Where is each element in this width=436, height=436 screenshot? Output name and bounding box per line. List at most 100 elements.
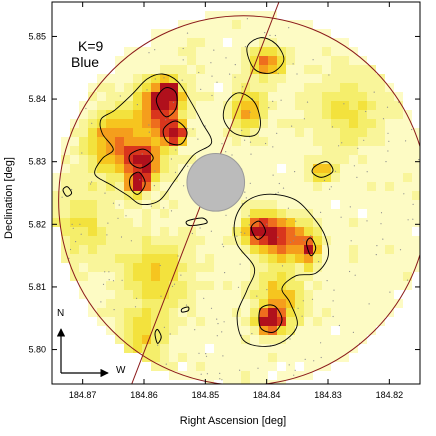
heatmap-cell [322, 272, 331, 281]
heatmap-cell [223, 146, 232, 155]
heatmap-cell [115, 281, 124, 290]
heatmap-cell [250, 128, 259, 137]
heatmap-cell [160, 182, 169, 191]
heatmap-cell [250, 137, 259, 146]
heatmap-cell [196, 254, 205, 263]
galaxy-point [310, 235, 312, 237]
heatmap-cell [250, 335, 259, 344]
galaxy-point [311, 298, 314, 300]
heatmap-cell [223, 74, 232, 83]
galaxy-point [385, 161, 387, 163]
galaxy-point [186, 32, 189, 34]
heatmap-cell [187, 254, 196, 263]
heatmap-cell [214, 236, 223, 245]
heatmap-cell [241, 128, 250, 137]
panel-label-line-1: K=9 [78, 38, 104, 54]
heatmap-cell [358, 119, 367, 128]
galaxy-point [403, 193, 405, 195]
heatmap-cell [232, 290, 241, 299]
heatmap-cell [133, 344, 142, 353]
heatmap-cell [160, 281, 169, 290]
heatmap-cell [331, 128, 340, 137]
heatmap-cell [79, 227, 88, 236]
heatmap-cell [268, 110, 277, 119]
heatmap-cell [268, 11, 277, 20]
heatmap-cell [376, 182, 385, 191]
galaxy-point [338, 324, 340, 327]
galaxy-point [387, 132, 389, 134]
heatmap-cell [214, 218, 223, 227]
heatmap-cell [331, 119, 340, 128]
heatmap-cell [142, 101, 151, 110]
heatmap-cell [277, 38, 286, 47]
heatmap-cell [79, 281, 88, 290]
heatmap-cell [403, 128, 412, 137]
heatmap-cell [160, 236, 169, 245]
heatmap-cell [106, 92, 115, 101]
heatmap-cell [259, 29, 268, 38]
heatmap-cell [133, 74, 142, 83]
heatmap-cell [169, 371, 178, 380]
heatmap-cell [160, 137, 169, 146]
heatmap-cell [250, 344, 259, 353]
heatmap-cell [223, 380, 232, 384]
heatmap-cell [403, 164, 412, 173]
heatmap-cell [313, 362, 322, 371]
heatmap-cell [277, 263, 286, 272]
heatmap-cell [124, 164, 133, 173]
galaxy-point [320, 356, 322, 359]
heatmap-cell [187, 110, 196, 119]
heatmap-cell [376, 290, 385, 299]
heatmap-cell [340, 164, 349, 173]
heatmap-cell [178, 56, 187, 65]
heatmap-cell [142, 335, 151, 344]
heatmap-cell [241, 380, 250, 384]
galaxy-point [340, 216, 342, 218]
heatmap-cell [160, 164, 169, 173]
heatmap-cell [385, 236, 394, 245]
heatmap-cell [115, 290, 124, 299]
heatmap-cell [196, 362, 205, 371]
y-tick-label: 5.81 [28, 282, 46, 292]
heatmap-cell [340, 353, 349, 362]
heatmap-cell [223, 218, 232, 227]
heatmap-cell [223, 281, 232, 290]
heatmap-cell [169, 137, 178, 146]
galaxy-point [216, 335, 218, 337]
heatmap-cell [232, 65, 241, 74]
heatmap-cell [88, 155, 97, 164]
galaxy-point [150, 205, 152, 207]
heatmap-cell [241, 137, 250, 146]
heatmap-cell [277, 272, 286, 281]
heatmap-cell [106, 101, 115, 110]
heatmap-cell [367, 164, 376, 173]
heatmap-cell [286, 236, 295, 245]
heatmap-cell [268, 335, 277, 344]
heatmap-cell [394, 299, 403, 308]
heatmap-cell [241, 209, 250, 218]
heatmap-cell [340, 299, 349, 308]
heatmap-cell [223, 227, 232, 236]
heatmap-cell [196, 74, 205, 83]
heatmap-cell [358, 110, 367, 119]
galaxy-point [139, 179, 141, 181]
heatmap-cell [340, 236, 349, 245]
heatmap-cell [358, 254, 367, 263]
density-contours [62, 37, 334, 347]
galaxy-point [222, 355, 224, 357]
heatmap-cell [403, 110, 412, 119]
galaxy-point [350, 240, 352, 242]
heatmap-cell [268, 308, 277, 317]
heatmap-cell [151, 290, 160, 299]
heatmap-cell [385, 92, 394, 101]
heatmap-cell [385, 200, 394, 209]
heatmap-cell [358, 128, 367, 137]
heatmap-cell [187, 128, 196, 137]
heatmap-cell [322, 182, 331, 191]
heatmap-cell [403, 227, 412, 236]
heatmap-cell [205, 74, 214, 83]
galaxy-point [118, 204, 120, 206]
heatmap-cell [142, 119, 151, 128]
heatmap-cell [214, 317, 223, 326]
heatmap-cell [250, 281, 259, 290]
